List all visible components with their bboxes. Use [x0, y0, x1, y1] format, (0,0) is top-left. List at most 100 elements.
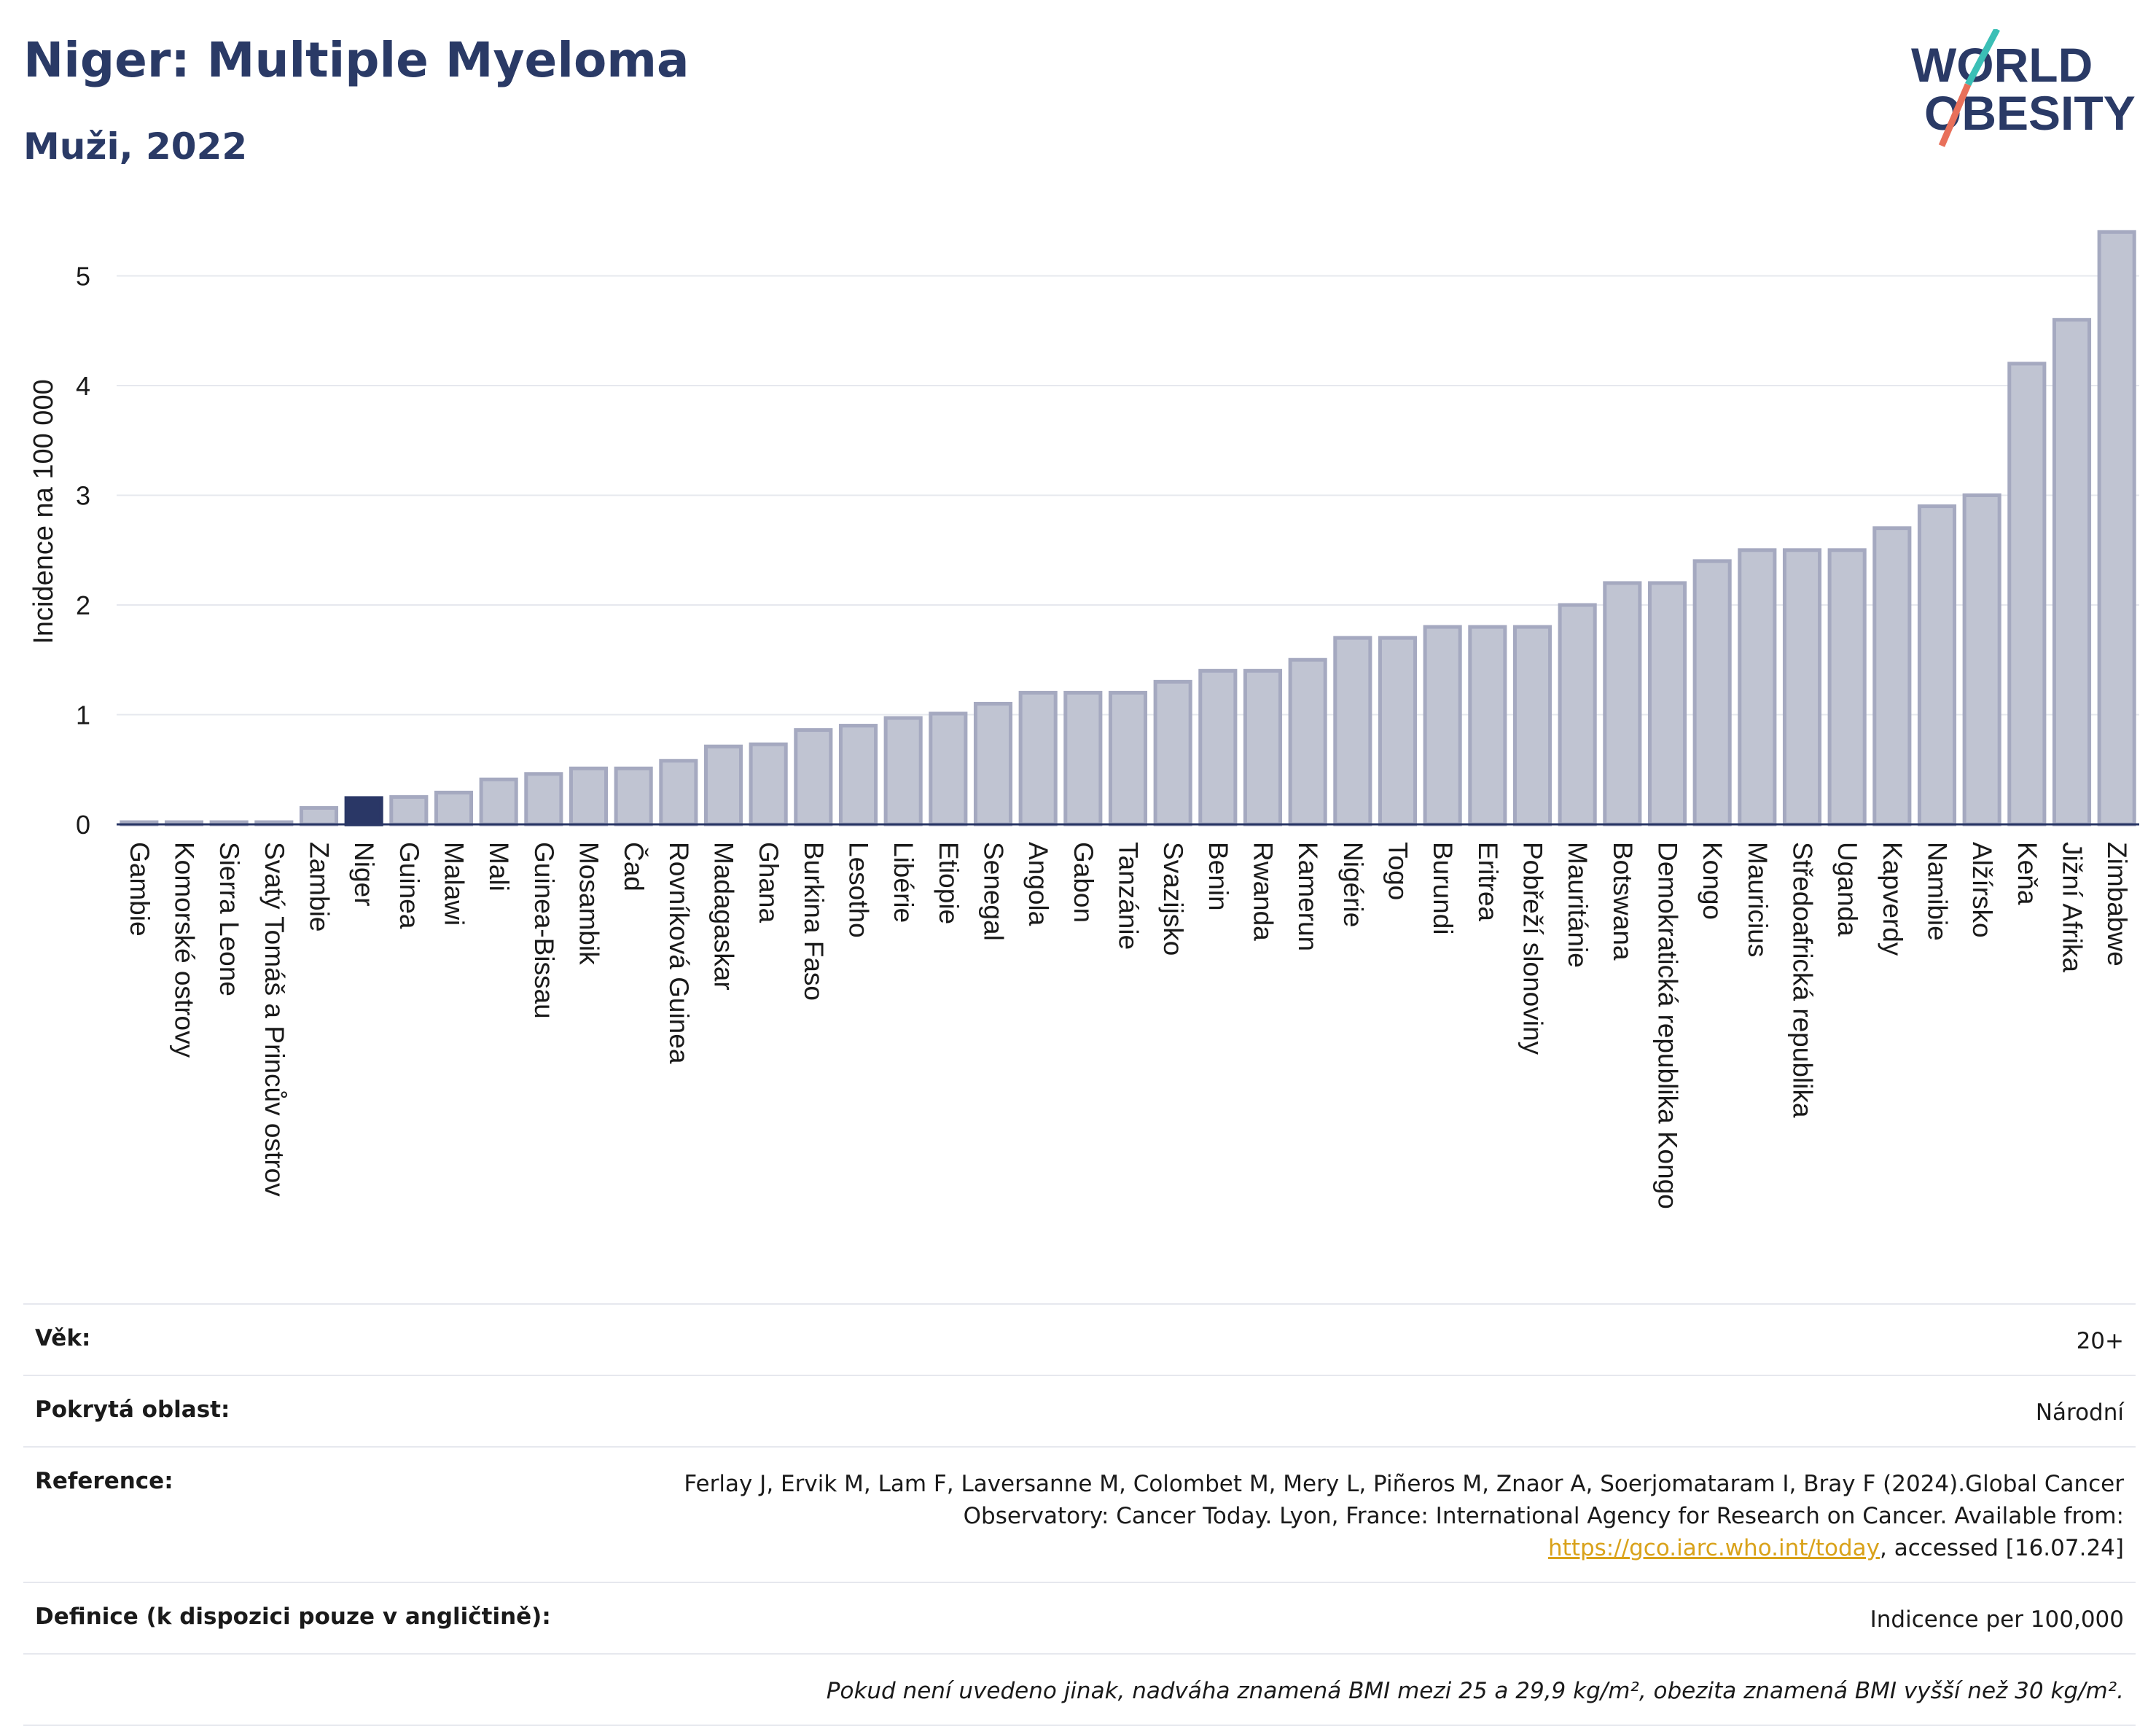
x-tick-label: Senegal — [979, 842, 1009, 941]
axis-layer: 0 1 2 3 4 5 Gambie Komorské ostrovy Sierra Leone… — [76, 262, 2139, 1209]
logo-line1: WORLD — [1911, 38, 2093, 92]
x-tick-label: Guinea — [394, 842, 424, 929]
y-tick-label: 0 — [76, 810, 90, 840]
x-tick-label: Gabon — [1069, 842, 1098, 923]
x-tick-label: Lesotho — [844, 842, 874, 938]
y-tick-label: 5 — [76, 262, 90, 292]
y-tick-label: 4 — [76, 371, 90, 401]
bar — [569, 766, 609, 827]
bar — [1603, 581, 1642, 827]
x-tick-label: Sierra Leone — [214, 842, 244, 996]
x-tick-label: Demokratická republika Kongo — [1653, 842, 1683, 1209]
bar — [1782, 548, 1822, 827]
bar — [838, 724, 878, 827]
bar-layer — [120, 230, 2136, 827]
page-subtitle: Muži, 2022 — [23, 125, 248, 168]
bar — [794, 728, 833, 827]
bar — [1423, 625, 1462, 827]
x-tick-label: Etiopie — [934, 842, 964, 924]
x-tick-label: Uganda — [1832, 842, 1862, 937]
bar — [929, 711, 968, 827]
x-tick-label: Gambie — [125, 842, 155, 937]
bar — [614, 766, 653, 827]
bar — [1333, 636, 1372, 827]
x-tick-label: Benin — [1203, 842, 1233, 911]
definition-value: Indicence per 100,000 — [1870, 1606, 2124, 1633]
bar — [1872, 526, 1912, 827]
x-tick-label: Botswana — [1608, 842, 1638, 961]
x-tick-label: Ghana — [754, 842, 784, 923]
bar — [479, 777, 518, 827]
bar — [1692, 559, 1732, 827]
x-tick-label: Zambie — [305, 842, 335, 932]
bar — [1468, 625, 1507, 827]
x-tick-label: Komorské ostrovy — [170, 842, 200, 1058]
x-tick-label: Svazijsko — [1158, 842, 1188, 956]
x-tick-label: Libérie — [888, 842, 918, 923]
area-value: Národní — [2035, 1399, 2124, 1426]
x-tick-label: Kapverdy — [1878, 842, 1907, 956]
info-row-reference: Reference: Ferlay J, Ervik M, Lam F, Lav… — [23, 1446, 2136, 1582]
bar — [389, 794, 429, 827]
reference-accessed: , accessed [16.07.24] — [1879, 1535, 2124, 1561]
bar — [1827, 548, 1867, 827]
x-tick-label: Středoafrická republika — [1788, 842, 1818, 1118]
bar — [299, 805, 339, 827]
x-tick-label: Togo — [1383, 842, 1413, 900]
bar — [1378, 636, 1418, 827]
age-label: Věk: — [35, 1325, 91, 1351]
x-tick-label: Burkina Faso — [799, 842, 829, 1001]
bar — [1512, 625, 1552, 827]
bar — [973, 701, 1013, 827]
logo-slash-teal — [1965, 29, 2000, 87]
note-text: Pokud není uvedeno jinak, nadváha znamen… — [826, 1678, 2124, 1704]
x-tick-label: Kongo — [1698, 842, 1727, 920]
logo-line2: OBESITY — [1924, 86, 2136, 140]
bar — [1153, 679, 1192, 827]
bar — [1243, 668, 1283, 827]
info-row-area: Pokrytá oblast: Národní — [23, 1375, 2136, 1446]
y-tick-label: 1 — [76, 700, 90, 730]
bar — [2097, 230, 2136, 827]
x-tick-label: Rwanda — [1249, 842, 1278, 941]
x-tick-label: Tanzánie — [1114, 842, 1144, 950]
area-label: Pokrytá oblast: — [35, 1397, 230, 1423]
bar — [2007, 362, 2047, 827]
bar — [1198, 668, 1238, 827]
info-table: Věk: 20+ Pokrytá oblast: Národní Referen… — [23, 1303, 2136, 1726]
x-tick-label: Angola — [1023, 842, 1053, 926]
x-tick-label: Madagaskar — [709, 842, 739, 991]
x-tick-label: Niger — [349, 842, 379, 906]
x-tick-label: Čad — [619, 842, 649, 891]
x-tick-label: Jižní Afrika — [2058, 842, 2087, 972]
reference-link[interactable]: https://gco.iarc.who.int/today — [1548, 1535, 1880, 1561]
bar — [703, 744, 743, 827]
page-title: Niger: Multiple Myeloma — [23, 32, 690, 88]
x-tick-label: Kamerun — [1293, 842, 1323, 951]
y-tick-label: 3 — [76, 481, 90, 511]
reference-value: Ferlay J, Ervik M, Lam F, Laversanne M, … — [630, 1468, 2124, 1564]
x-tick-label: Alžírsko — [1967, 842, 1997, 938]
x-tick-label: Keňa — [2012, 842, 2042, 905]
x-tick-label: Svatý Tomáš a Princův ostrov — [259, 842, 289, 1197]
bar — [883, 716, 923, 827]
x-tick-label: Mauricius — [1743, 842, 1773, 957]
bar-chart: 0 1 2 3 4 5 Gambie Komorské ostrovy Sierra Leone… — [28, 230, 2139, 1209]
reference-text: Ferlay J, Ervik M, Lam F, Laversanne M, … — [684, 1471, 2124, 1529]
bar — [524, 772, 563, 827]
x-tick-label: Guinea-Bissau — [529, 842, 559, 1019]
x-tick-label: Pobřeží slonoviny — [1518, 842, 1548, 1055]
bar — [1917, 504, 1957, 827]
bar — [1063, 690, 1103, 827]
x-tick-label: Malawi — [440, 842, 469, 926]
bar — [749, 742, 788, 827]
reference-label: Reference: — [35, 1468, 173, 1494]
x-tick-label: Burundi — [1428, 842, 1458, 935]
x-tick-label: Zimbabwe — [2102, 842, 2132, 967]
bar — [2052, 318, 2092, 827]
bar — [659, 759, 698, 827]
y-tick-label: 2 — [76, 590, 90, 620]
y-axis-label: Incidence na 100 000 — [28, 379, 59, 644]
bar — [344, 796, 383, 827]
x-tick-label: Nigérie — [1338, 842, 1368, 927]
